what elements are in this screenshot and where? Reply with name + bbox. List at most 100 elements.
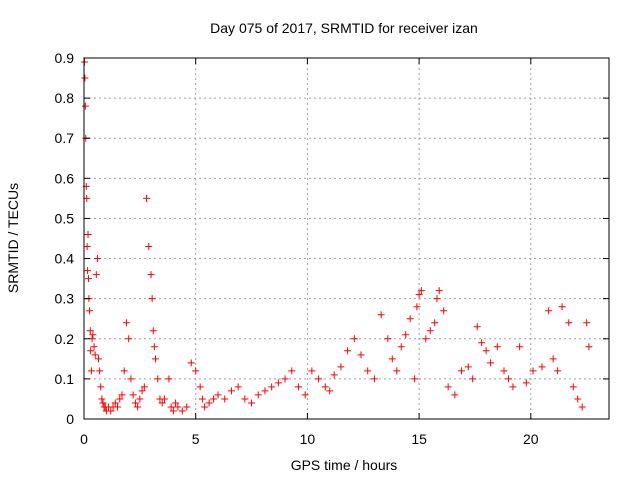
data-point — [92, 271, 100, 279]
y-axis-label: SRMTID / TECUs — [5, 183, 21, 293]
data-point — [326, 387, 334, 395]
data-point — [241, 395, 249, 403]
data-point — [431, 319, 439, 327]
x-tick-label: 20 — [523, 431, 539, 447]
data-point — [464, 363, 472, 371]
data-point — [98, 395, 106, 403]
data-point — [402, 331, 410, 339]
axis-ticks: 0 0.1 0.2 0.3 0.4 0.5 0.6 0.7 0.8 0.9 0 5 10 15 20 — [55, 50, 609, 447]
data-point — [227, 387, 235, 395]
data-point — [118, 391, 126, 399]
data-point — [294, 383, 302, 391]
data-point — [274, 379, 282, 387]
data-point — [167, 403, 175, 411]
data-point — [509, 383, 517, 391]
data-point — [151, 355, 159, 363]
data-point — [254, 391, 262, 399]
data-point — [549, 355, 557, 363]
data-point — [440, 307, 448, 315]
data-point — [288, 367, 296, 375]
data-point — [210, 395, 218, 403]
data-point — [97, 383, 105, 391]
data-point — [301, 391, 309, 399]
data-point — [574, 395, 582, 403]
data-point — [308, 367, 316, 375]
y-tick-label: 0.9 — [55, 50, 75, 66]
data-point — [458, 367, 466, 375]
data-point — [426, 327, 434, 335]
data-point — [172, 399, 180, 407]
data-point — [478, 339, 486, 347]
data-point — [337, 363, 345, 371]
data-point — [136, 395, 144, 403]
data-point — [538, 363, 546, 371]
data-point — [198, 395, 206, 403]
data-point — [81, 102, 89, 110]
data-point — [583, 319, 591, 327]
data-point — [321, 383, 329, 391]
data-point — [558, 303, 566, 311]
data-point — [384, 335, 392, 343]
data-point — [422, 335, 430, 343]
data-point — [90, 343, 98, 351]
data-point — [150, 343, 158, 351]
data-point — [138, 387, 146, 395]
chart-title: Day 075 of 2017, SRMTID for receiver iza… — [210, 20, 478, 36]
data-point — [131, 399, 139, 407]
data-point — [397, 343, 405, 351]
data-point — [451, 391, 459, 399]
data-point — [91, 351, 99, 359]
data-point — [169, 407, 177, 415]
data-point — [111, 399, 119, 407]
data-point — [178, 407, 186, 415]
data-point — [417, 287, 425, 295]
data-points — [80, 58, 593, 415]
data-point — [127, 375, 135, 383]
data-point — [149, 327, 157, 335]
data-point — [147, 271, 155, 279]
data-point — [86, 307, 94, 315]
data-point — [350, 335, 358, 343]
data-point — [529, 367, 537, 375]
data-point — [86, 327, 94, 335]
data-point — [84, 275, 92, 283]
data-point — [93, 255, 101, 263]
data-point — [315, 375, 323, 383]
data-point — [214, 391, 222, 399]
data-point — [569, 383, 577, 391]
data-point — [413, 303, 421, 311]
data-point — [330, 371, 338, 379]
data-point — [221, 395, 229, 403]
data-point — [89, 331, 97, 339]
y-tick-label: 0.1 — [55, 371, 75, 387]
data-point — [145, 243, 153, 251]
data-point — [84, 230, 92, 238]
data-point — [154, 375, 162, 383]
y-tick-label: 0.7 — [55, 130, 75, 146]
data-point — [125, 335, 133, 343]
data-point — [364, 367, 372, 375]
data-point — [370, 375, 378, 383]
data-point — [87, 367, 95, 375]
data-point — [158, 399, 166, 407]
data-point — [183, 403, 191, 411]
data-point — [83, 243, 91, 251]
y-tick-label: 0.4 — [55, 251, 75, 267]
data-point — [187, 359, 195, 367]
data-point — [95, 355, 103, 363]
data-point — [116, 395, 124, 403]
x-tick-label: 10 — [300, 431, 316, 447]
grid — [84, 58, 609, 419]
data-point — [81, 74, 89, 82]
data-point — [134, 403, 142, 411]
data-point — [522, 379, 530, 387]
data-point — [493, 343, 501, 351]
data-point — [234, 383, 242, 391]
data-point — [487, 359, 495, 367]
data-point — [482, 347, 490, 355]
data-point — [415, 291, 423, 299]
data-point — [160, 395, 168, 403]
data-point — [120, 367, 128, 375]
data-point — [585, 343, 593, 351]
